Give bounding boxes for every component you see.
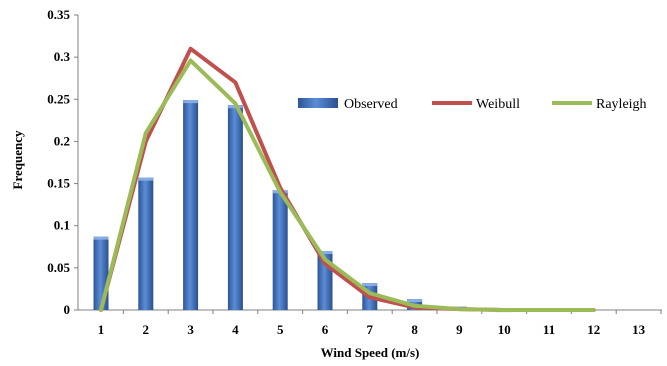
- y-tick-label: 0.2: [54, 133, 70, 148]
- legend-weibull-label: Weibull: [476, 97, 520, 112]
- observed-bar-top: [138, 177, 154, 181]
- y-tick-label: 0.05: [47, 260, 70, 275]
- y-tick-label: 0.25: [47, 91, 70, 106]
- legend-rayleigh-label: Rayleigh: [596, 97, 647, 112]
- observed-bar-top: [407, 299, 423, 303]
- observed-bar: [272, 190, 288, 310]
- y-tick-label: 0: [64, 302, 71, 317]
- legend-observed-label: Observed: [344, 97, 398, 112]
- x-tick-label: 10: [498, 322, 511, 337]
- x-tick-label: 8: [411, 322, 418, 337]
- y-tick-label: 0.3: [54, 49, 71, 64]
- x-tick-label: 11: [543, 322, 555, 337]
- observed-bar: [227, 105, 243, 310]
- observed-bar: [183, 100, 199, 310]
- observed-bar-top: [183, 100, 199, 104]
- legend: Observed Weibull Rayleigh: [298, 97, 647, 112]
- x-axis-title: Wind Speed (m/s): [321, 345, 420, 360]
- x-tick-label: 3: [187, 322, 194, 337]
- observed-bar-top: [317, 251, 333, 254]
- x-tick-label: 7: [367, 322, 374, 337]
- y-tick-label: 0.35: [47, 7, 70, 22]
- y-axis-title: Frequency: [10, 130, 25, 189]
- y-tick-label: 0.1: [54, 218, 70, 233]
- tick-labels: 00.050.10.150.20.250.30.351 2 3 4 5 6 7 8 9 10 11 1…: [47, 7, 645, 337]
- x-tick-label: 12: [587, 322, 600, 337]
- observed-bars: [93, 100, 512, 313]
- fit-lines: [99, 46, 596, 312]
- x-tick-label: 6: [322, 322, 329, 337]
- rayleigh-line: [99, 58, 596, 312]
- observed-bar-top: [93, 236, 109, 240]
- observed-bar-top: [362, 283, 378, 287]
- observed-bar: [138, 177, 154, 310]
- observed-bar: [93, 236, 109, 310]
- x-tick-label: 1: [98, 322, 105, 337]
- axes: [74, 14, 662, 314]
- legend-observed-swatch: [298, 98, 338, 108]
- x-tick-label: 4: [232, 322, 239, 337]
- x-tick-label: 2: [143, 322, 150, 337]
- y-tick-label: 0.15: [47, 176, 70, 191]
- x-tick-label: 9: [456, 322, 463, 337]
- x-tick-label: 5: [277, 322, 284, 337]
- x-tick-label: 13: [632, 322, 646, 337]
